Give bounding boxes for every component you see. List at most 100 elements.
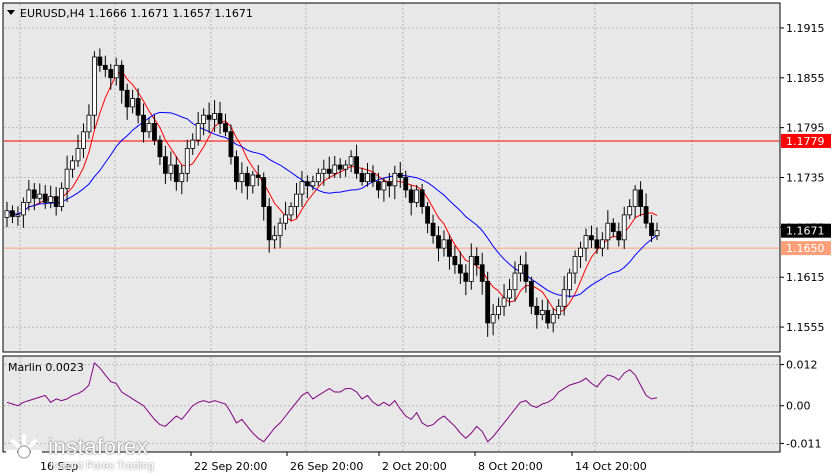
candle-body: [321, 168, 327, 174]
menu-triangle-icon[interactable]: [7, 10, 15, 15]
candle-body: [234, 156, 239, 183]
candle-body: [365, 172, 370, 183]
chart-title: EURUSD,H4 1.1666 1.1671 1.1657 1.1671: [20, 7, 253, 20]
candle-body: [81, 131, 86, 149]
y-tick-label: 1.1735: [786, 172, 825, 185]
candle-body: [556, 305, 562, 316]
level-tag-label: 1.1779: [786, 135, 825, 148]
candle-body: [4, 210, 10, 218]
candle-body: [638, 189, 644, 207]
logo-name: instaforex: [48, 434, 149, 459]
candle-body: [53, 196, 59, 207]
candle-body: [86, 114, 92, 133]
candle-body: [561, 289, 567, 307]
candle-body: [441, 239, 447, 249]
marlin-polyline: [6, 361, 658, 443]
candle-body: [343, 164, 349, 170]
candle-body: [326, 168, 332, 174]
candle-body: [359, 172, 365, 183]
y-tick-label: 1.1795: [786, 122, 825, 135]
candle-body: [408, 189, 414, 203]
candle-body: [545, 310, 551, 324]
candle-body: [436, 235, 441, 249]
candle-body: [59, 187, 65, 207]
candle-body: [332, 164, 338, 174]
candle-body: [474, 256, 480, 266]
candle-body: [184, 148, 190, 174]
candle-body: [228, 131, 234, 158]
candle-body: [447, 239, 452, 257]
candle-body: [496, 305, 501, 316]
candle-body: [255, 174, 261, 178]
y-tick-label: 1.1615: [786, 271, 825, 284]
candle-body: [190, 139, 196, 149]
candle-body: [152, 123, 157, 141]
x-tick-first-partial: 16 Sep: [40, 460, 78, 473]
candle-body: [403, 177, 409, 191]
candle-body: [42, 193, 48, 203]
candle-body: [610, 222, 616, 232]
indicator-y-tick-label: 0.012: [786, 359, 818, 372]
candle-body: [70, 160, 75, 170]
candle-body: [627, 206, 633, 216]
candle-body: [266, 206, 272, 241]
candle-body: [490, 314, 496, 324]
candle-body: [589, 235, 594, 241]
candle-body: [643, 206, 649, 224]
candle-body: [157, 139, 163, 158]
candle-body: [485, 280, 491, 324]
candle-body: [20, 202, 26, 216]
candle-body: [173, 164, 179, 183]
candle-body: [594, 239, 600, 249]
candle-body: [37, 193, 43, 199]
candle-body: [534, 305, 540, 316]
candle-body: [97, 56, 103, 66]
candles: [4, 48, 660, 337]
candle-body: [299, 181, 305, 195]
x-tick-label: 8 Oct 20:00: [478, 460, 543, 473]
candle-body: [201, 114, 207, 124]
indicator-grid: [4, 357, 779, 451]
level-tag: [781, 241, 831, 256]
level-tag-label: 1.1650: [786, 242, 825, 255]
candle-body: [113, 64, 119, 79]
current-price-label: 1.1671: [786, 225, 825, 238]
candle-body: [507, 289, 512, 299]
y-tick-label: 1.1555: [786, 321, 825, 334]
price-tags: 1.1779 1.1650 1.1671: [781, 133, 831, 256]
candle-body: [528, 280, 534, 307]
candle-body: [223, 123, 228, 133]
candle-body: [283, 214, 288, 224]
price-axis: 1.19151.18551.17951.17351.16751.16151.15…: [780, 22, 825, 334]
candle-body: [206, 114, 212, 120]
candle-body: [135, 98, 141, 116]
candle-body: [419, 189, 425, 207]
x-tick-label: 22 Sep 20:00: [194, 460, 267, 473]
candle-body: [654, 230, 660, 237]
candle-body: [463, 272, 469, 282]
x-tick-label: 26 Sep 20:00: [290, 460, 363, 473]
candle-body: [310, 181, 316, 187]
candle-body: [217, 113, 223, 124]
candle-body: [348, 156, 354, 166]
candle-body: [130, 98, 136, 108]
moving-average-line: [6, 111, 658, 297]
time-axis: 22 Sep 20:00 26 Sep 20:00 2 Oct 20:00 8 Oct…: [190, 452, 647, 473]
candle-body: [195, 123, 201, 141]
candle-body: [261, 177, 267, 207]
candle-body: [632, 189, 638, 207]
candle-body: [370, 172, 376, 183]
candle-body: [578, 247, 583, 257]
candle-body: [168, 164, 174, 174]
main-pane: [2, 2, 781, 353]
candle-body: [452, 256, 458, 266]
candle-body: [572, 256, 578, 274]
candle-body: [523, 264, 529, 282]
candle-body: [468, 256, 474, 282]
indicator-title: Marlin 0.0023: [8, 361, 84, 374]
candle-body: [288, 206, 294, 216]
candle-body: [108, 69, 114, 79]
candle-body: [212, 113, 217, 120]
candle-body: [599, 239, 605, 249]
candle-body: [141, 114, 146, 133]
